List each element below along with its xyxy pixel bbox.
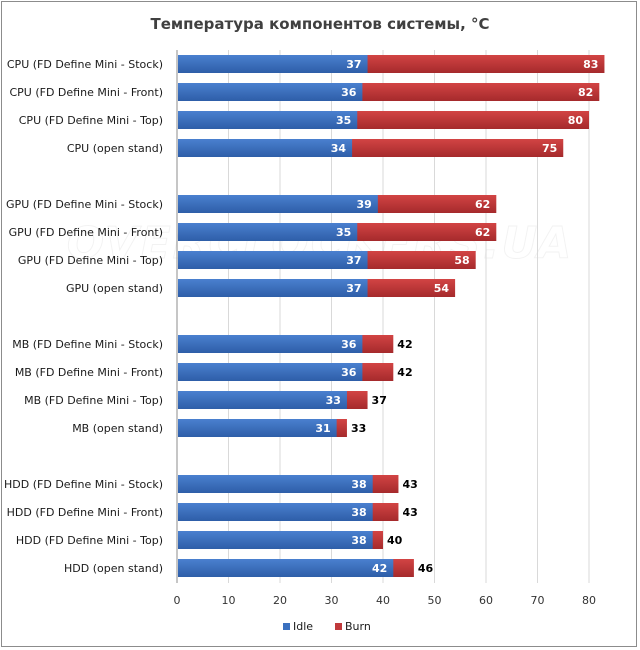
data-label-idle: 35 [336,114,351,127]
legend-label-idle: Idle [293,620,313,633]
data-label-idle: 37 [346,58,361,71]
bar-idle [178,55,369,73]
data-label-burn: 54 [434,282,450,295]
category-label: CPU (FD Define Mini - Front) [9,86,163,99]
category-label: GPU (FD Define Mini - Front) [9,226,163,239]
data-label-idle: 38 [351,478,366,491]
category-label: CPU (open stand) [67,142,163,155]
data-label-idle: 34 [331,142,347,155]
bar-burn [367,279,456,297]
bar-burn [357,223,497,241]
bar-burn [372,531,383,549]
data-label-idle: 38 [351,506,366,519]
bar-idle [178,195,379,213]
data-label-burn: 80 [568,114,584,127]
bar-idle [178,279,369,297]
data-label-idle: 36 [341,338,357,351]
x-tick-label: 80 [582,594,596,607]
bar-idle [178,559,395,577]
category-label: HDD (FD Define Mini - Stock) [4,478,163,491]
bar-idle [178,503,374,521]
data-label-burn: 43 [402,506,417,519]
data-label-burn: 83 [583,58,598,71]
data-label-burn: 58 [454,254,469,267]
data-label-burn: 46 [418,562,434,575]
data-label-burn: 33 [351,422,366,435]
x-tick-label: 60 [479,594,493,607]
bar-burn [367,251,476,269]
data-label-idle: 37 [346,282,361,295]
data-label-burn: 75 [542,142,557,155]
bar-burn [362,363,394,381]
category-label: MB (open stand) [72,422,163,435]
data-label-idle: 37 [346,254,361,267]
bar-idle [178,111,359,129]
bar-burn [362,83,600,101]
bar-burn [336,419,347,437]
data-label-idle: 38 [351,534,366,547]
bar-burn [362,335,394,353]
x-tick-label: 0 [174,594,181,607]
bar-burn [346,391,368,409]
category-label: GPU (FD Define Mini - Stock) [6,198,163,211]
category-label: HDD (FD Define Mini - Front) [7,506,163,519]
bar-idle [178,83,364,101]
data-label-idle: 36 [341,366,357,379]
legend-label-burn: Burn [345,620,371,633]
data-label-idle: 33 [326,394,341,407]
category-label: MB (FD Define Mini - Top) [24,394,163,407]
data-label-burn: 42 [397,338,412,351]
data-label-idle: 31 [315,422,330,435]
data-label-burn: 42 [397,366,412,379]
bar-burn [393,559,414,577]
data-label-idle: 42 [372,562,387,575]
x-tick-label: 70 [531,594,545,607]
bar-idle [178,419,338,437]
bar-idle [178,139,354,157]
category-label: MB (FD Define Mini - Front) [15,366,163,379]
category-label: HDD (open stand) [64,562,163,575]
bar-idle [178,251,369,269]
bar-idle [178,223,359,241]
chart-title: Температура компонентов системы, °C [150,15,489,33]
bar-burn [377,195,497,213]
legend-swatch-idle [283,623,290,630]
data-label-idle: 39 [357,198,372,211]
category-label: CPU (FD Define Mini - Stock) [7,58,163,71]
category-label: CPU (FD Define Mini - Top) [19,114,163,127]
bar-idle [178,335,364,353]
data-label-burn: 62 [475,198,490,211]
data-label-burn: 82 [578,86,593,99]
category-label: GPU (FD Define Mini - Top) [18,254,163,267]
x-tick-label: 30 [325,594,339,607]
category-label: HDD (FD Define Mini - Top) [16,534,163,547]
bar-burn [372,475,399,493]
x-tick-label: 50 [428,594,442,607]
bar-burn [357,111,589,129]
x-tick-label: 40 [376,594,390,607]
x-tick-label: 10 [222,594,236,607]
data-label-burn: 43 [402,478,417,491]
bar-burn [372,503,399,521]
data-label-idle: 36 [341,86,357,99]
data-label-burn: 37 [372,394,387,407]
bar-idle [178,391,348,409]
x-tick-label: 20 [273,594,287,607]
legend-swatch-burn [335,623,342,630]
category-label: MB (FD Define Mini - Stock) [12,338,163,351]
bar-burn [352,139,564,157]
bar-idle [178,531,374,549]
data-label-burn: 40 [387,534,403,547]
data-label-burn: 62 [475,226,490,239]
bar-burn [367,55,605,73]
category-label: GPU (open stand) [66,282,163,295]
bar-idle [178,363,364,381]
data-label-idle: 35 [336,226,351,239]
bar-idle [178,475,374,493]
